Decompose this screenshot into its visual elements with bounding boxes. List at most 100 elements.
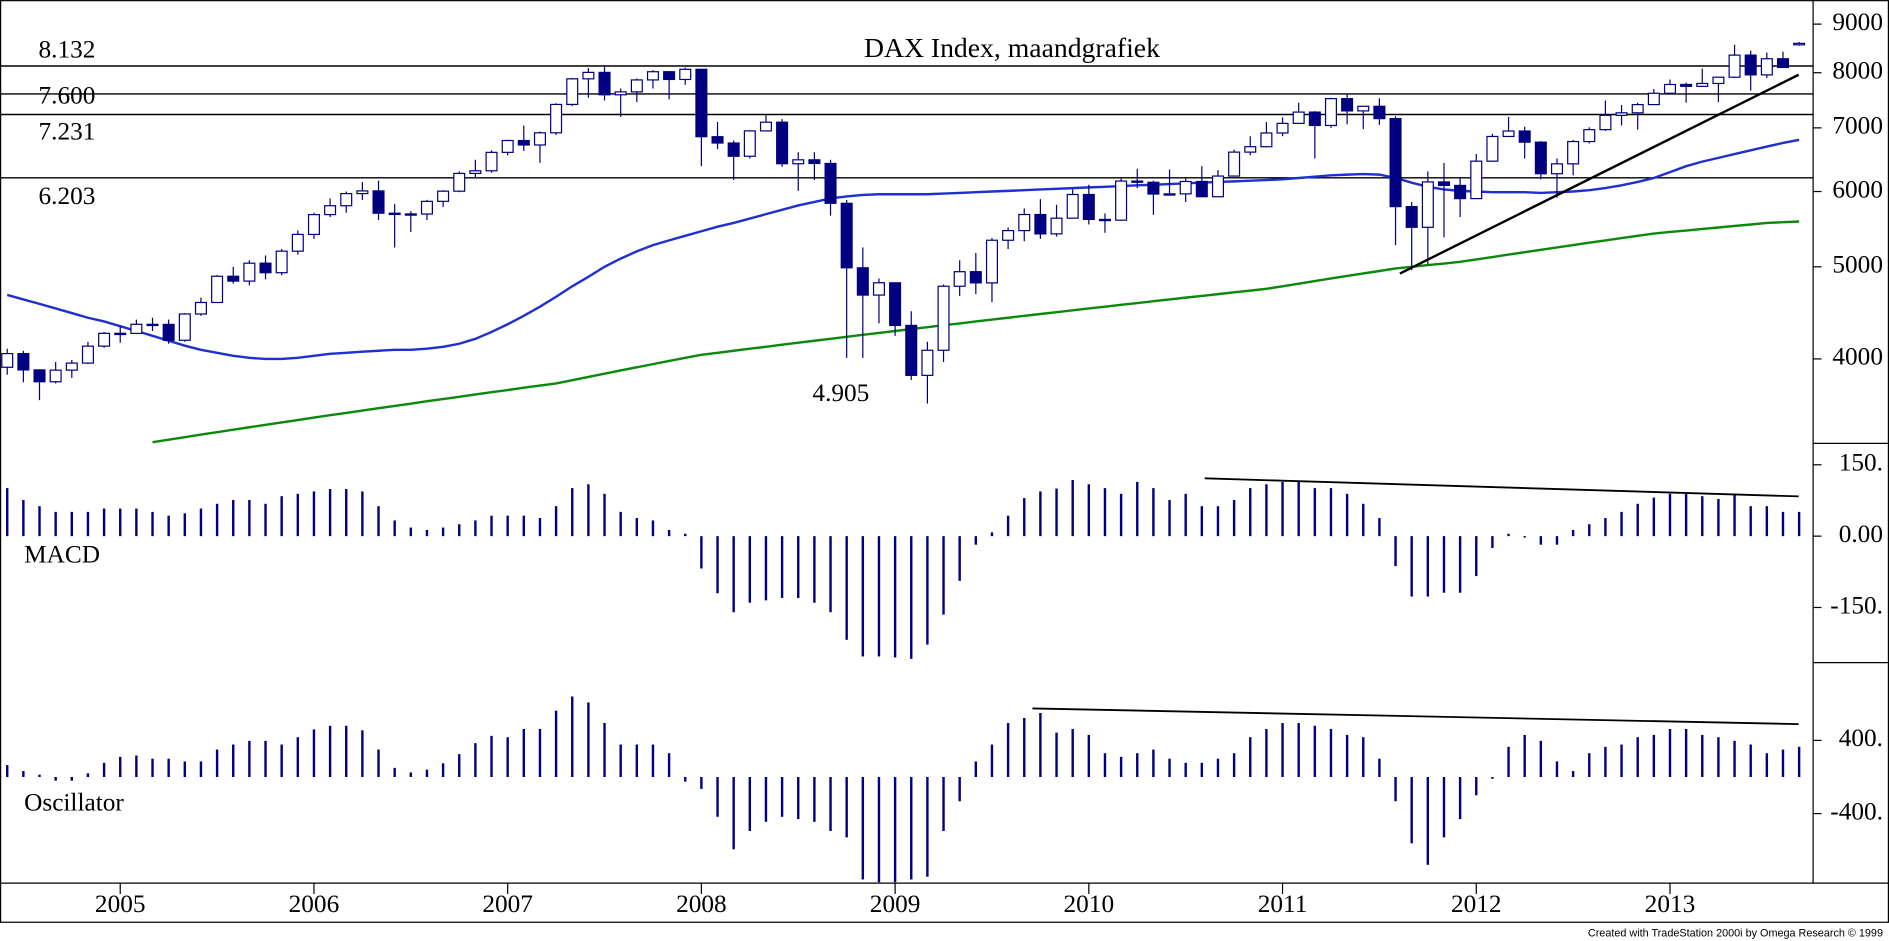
bar [990,532,994,537]
bar [458,524,461,537]
candle-body [1276,122,1289,134]
panel-label: Oscillator [24,789,124,817]
candle-body [1018,213,1031,232]
bar [1055,488,1058,537]
bar [119,508,122,537]
bar [345,489,348,537]
bar [716,536,719,594]
bar [1636,737,1639,778]
bar [958,777,961,802]
bar [1475,536,1478,577]
bar [1523,734,1526,778]
bar [345,725,348,778]
candle-body [1098,218,1111,222]
bar [1184,762,1187,778]
candle-body [663,71,676,81]
trend-line [1399,73,1800,275]
bar [1781,749,1785,778]
y-tick-label: 0.00 [1839,520,1883,548]
bar [86,773,90,778]
bar [942,777,945,831]
bar [1006,723,1010,778]
bar [1571,771,1575,778]
candle-body [1567,140,1580,165]
bar [974,536,978,545]
bar [1652,497,1656,537]
bar [538,728,542,778]
bar [1345,493,1349,537]
candle-body [98,332,111,347]
bar [458,754,461,778]
annotation: 4.905 [812,379,869,407]
bar [700,777,703,789]
bar [1265,728,1268,778]
bar [441,527,445,537]
bar [474,520,477,537]
bar [1136,753,1139,778]
bar [845,777,848,838]
bar [506,737,509,778]
footer: Created with TradeStation 2000i by Omega… [1588,928,1883,940]
candle-body [1147,181,1160,195]
candle-body [1728,54,1741,78]
bar [6,765,9,778]
bar [1378,758,1381,778]
bar [1410,777,1413,844]
candle-body [1760,58,1773,76]
bar [1797,746,1801,778]
candle-body [388,212,401,216]
bar [1410,536,1413,597]
candle-body [630,79,643,93]
bar [764,777,768,822]
candle-body [776,121,789,165]
candle-body [1050,217,1063,235]
bar [1152,488,1155,537]
bar [1507,533,1510,537]
candle-body [485,151,498,172]
bar [1297,481,1300,537]
bar [215,503,219,537]
bar [361,730,364,778]
x-tick-label: 2006 [289,890,340,918]
bar [167,515,170,537]
bar [1281,481,1284,537]
bar [813,536,816,603]
moving-average [152,220,1800,444]
bar [490,515,493,537]
bar [1071,480,1074,537]
candle-body [291,233,304,252]
bar [1265,484,1268,537]
bar [1232,753,1236,778]
bar [280,496,283,537]
bar [893,777,897,883]
candle-body [1034,213,1047,235]
bar [183,761,187,778]
x-tick-label: 2013 [1645,890,1696,918]
bar [1119,756,1123,778]
bar [1200,762,1204,778]
bar [1442,536,1446,593]
bar [748,777,752,831]
bar [70,511,74,537]
bar [1313,488,1317,537]
trend-line [1032,707,1799,725]
bar [328,725,332,778]
bar [942,536,945,615]
candle-body [211,275,224,304]
candle-body [937,285,950,351]
bar [990,744,994,778]
candle-body [1115,180,1128,221]
bar [86,511,90,537]
bar [1781,511,1785,537]
candle-body [711,136,724,144]
bar [910,536,913,659]
candle-body [33,369,46,383]
bar [312,491,316,537]
bar [1458,536,1462,593]
candle-body [469,170,482,175]
candle-body [1228,151,1241,177]
bar [1588,524,1591,537]
candle-body [243,262,256,282]
bar [1426,777,1430,865]
